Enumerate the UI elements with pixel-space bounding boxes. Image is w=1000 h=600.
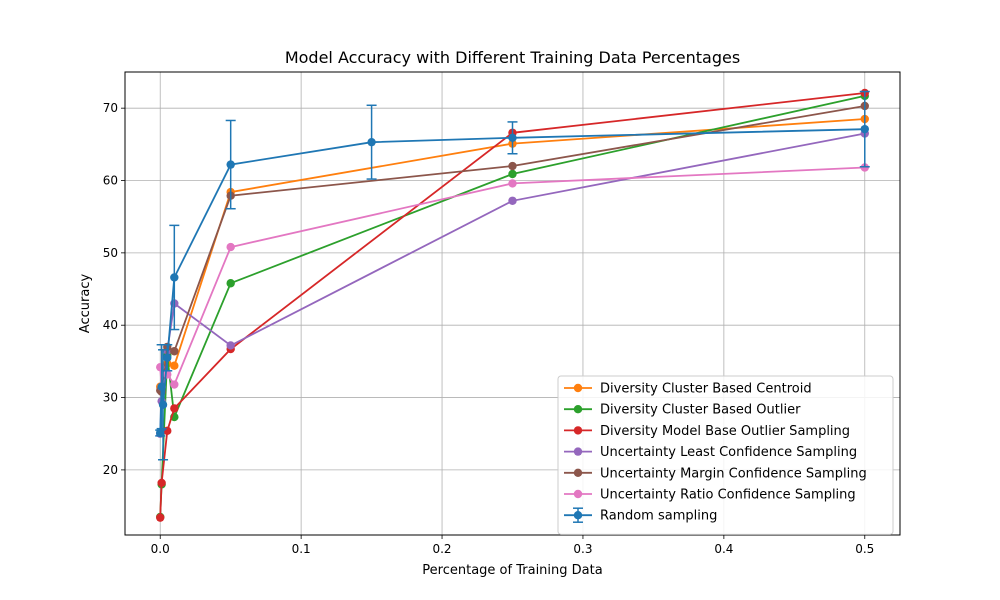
data-point (156, 513, 165, 522)
legend-item: Uncertainty Margin Confidence Sampling (564, 466, 867, 481)
data-point (508, 196, 517, 205)
y-tick-label: 30 (103, 391, 118, 405)
legend-label: Uncertainty Least Confidence Sampling (600, 445, 857, 460)
data-point (508, 161, 517, 171)
x-tick-label: 0.1 (292, 542, 311, 556)
legend-label: Diversity Model Base Outlier Sampling (600, 424, 850, 439)
legend-item: Diversity Cluster Based Outlier (564, 403, 801, 418)
legend-label: Diversity Cluster Based Outlier (600, 403, 801, 418)
legend-label: Diversity Cluster Based Centroid (600, 382, 812, 397)
chart-title: Model Accuracy with Different Training D… (285, 48, 740, 67)
y-tick-label: 20 (103, 463, 118, 477)
ticks: 0.0 0.1 0.2 0.3 0.4 0.5 20 30 40 50 60 70 (103, 101, 875, 556)
legend-item: Uncertainty Least Confidence Sampling (564, 445, 857, 460)
data-point (508, 169, 517, 179)
data-point (508, 133, 517, 143)
data-point (156, 428, 165, 438)
legend-label: Uncertainty Margin Confidence Sampling (600, 466, 867, 481)
legend-box (557, 375, 894, 535)
data-point (170, 273, 179, 282)
legend-swatch-marker (573, 405, 583, 414)
x-tick-label: 0.4 (714, 542, 733, 556)
legend-swatch-marker (573, 383, 583, 393)
legend-swatch-marker (573, 468, 583, 477)
series-layer (155, 88, 870, 522)
data-point (157, 478, 166, 488)
data-point (170, 380, 179, 389)
y-tick-label: 60 (103, 174, 118, 188)
x-tick-label: 0.3 (573, 542, 592, 556)
y-tick-label: 40 (103, 318, 118, 332)
legend-item: Diversity Cluster Based Centroid (564, 382, 812, 397)
x-tick-label: 0.5 (855, 542, 874, 556)
legend-item: Diversity Model Base Outlier Sampling (564, 424, 850, 439)
x-tick-label: 0.0 (151, 542, 170, 556)
legend-label: Random sampling (600, 509, 717, 524)
data-point (157, 382, 166, 391)
data-point (158, 400, 168, 409)
data-point (860, 124, 869, 134)
legend-item: Uncertainty Ratio Confidence Sampling (564, 488, 856, 503)
y-tick-label: 70 (103, 101, 118, 115)
series-6 (155, 90, 870, 461)
data-point (508, 179, 517, 188)
data-point (226, 242, 235, 252)
legend: Diversity Cluster Based Centroid Diversit… (557, 375, 894, 535)
data-point (226, 160, 235, 169)
data-point (170, 361, 179, 370)
x-tick-label: 0.2 (432, 542, 451, 556)
legend-swatch-marker (573, 426, 583, 435)
y-axis-label: Accuracy (78, 274, 93, 334)
data-point (170, 347, 179, 356)
legend-item: Random sampling (564, 507, 717, 524)
data-point (170, 404, 179, 413)
data-point (367, 137, 376, 147)
legend-label: Uncertainty Ratio Confidence Sampling (600, 488, 856, 503)
x-axis-label: Percentage of Training Data (422, 563, 602, 578)
data-point (226, 279, 235, 288)
data-point (163, 353, 172, 362)
data-point (226, 341, 235, 350)
y-tick-label: 50 (103, 246, 118, 260)
legend-swatch-marker (573, 489, 583, 499)
plot-frame (124, 71, 901, 536)
legend-swatch-marker (573, 511, 583, 520)
legend-swatch-marker (573, 447, 583, 456)
